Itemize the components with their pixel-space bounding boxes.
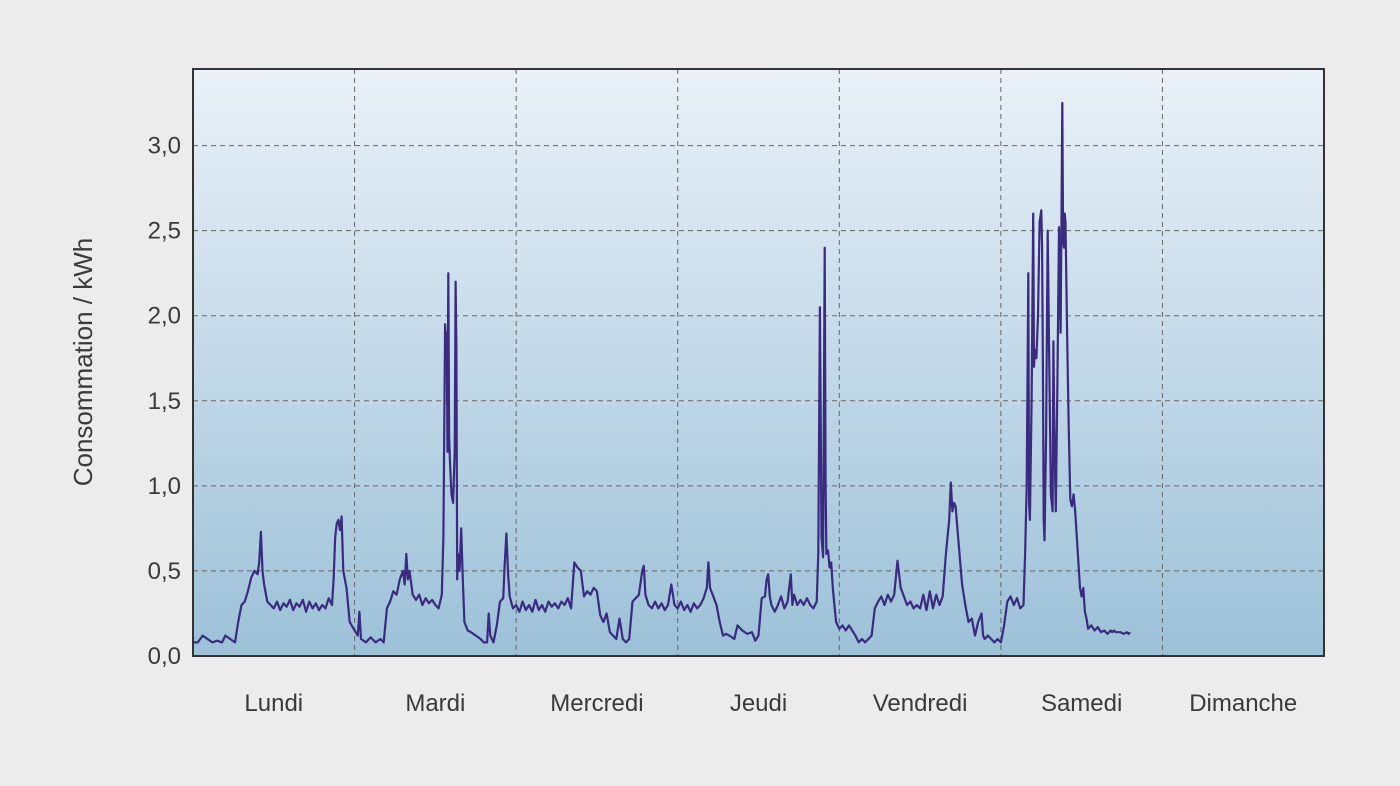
x-category-label: Jeudi: [730, 690, 787, 717]
y-tick-labels: 0,0 0,5 1,0 1,5 2,0 2,5 3,0: [148, 133, 181, 670]
plot-frame: [192, 68, 1325, 657]
plot-area: [193, 69, 1324, 656]
series-line-consumption: [193, 101, 1131, 644]
y-tick-label: 0,5: [148, 558, 181, 585]
x-category-labels: Lundi Mardi Mercredi Jeudi Vendredi Samedi Dim…: [244, 690, 1297, 717]
x-category-label: Lundi: [244, 690, 303, 717]
y-tick-label: 1,5: [148, 388, 181, 415]
y-tick-label: 0,0: [148, 643, 181, 670]
x-category-label: Dimanche: [1189, 690, 1297, 717]
y-tick-label: 3,0: [148, 133, 181, 160]
x-category-label: Mardi: [405, 690, 465, 717]
y-tick-label: 1,0: [148, 473, 181, 500]
x-category-label: Mercredi: [550, 690, 643, 717]
x-category-label: Samedi: [1041, 690, 1122, 717]
y-tick-label: 2,0: [148, 303, 181, 330]
y-axis-title: Consommation / kWh: [68, 238, 98, 487]
x-category-label: Vendredi: [873, 690, 968, 717]
grid-lines: [193, 69, 1324, 656]
y-tick-label: 2,5: [148, 218, 181, 245]
